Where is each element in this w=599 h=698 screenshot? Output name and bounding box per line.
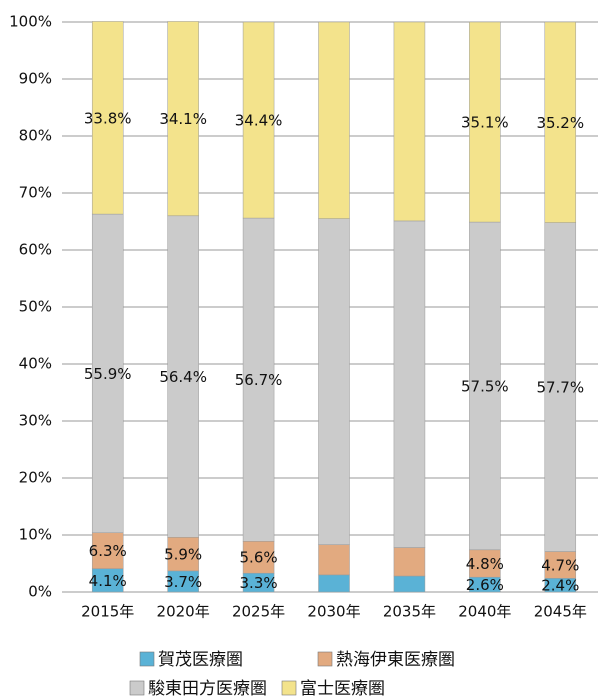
data-label: 57.5% <box>461 377 509 395</box>
data-label: 2.6% <box>466 576 504 594</box>
bar-segment <box>242 541 275 574</box>
data-label: 5.9% <box>164 546 202 564</box>
data-label: 57.7% <box>536 379 584 397</box>
data-label: 34.4% <box>235 112 283 130</box>
data-label: 3.7% <box>164 573 202 591</box>
bar-segment <box>393 220 426 548</box>
y-tick-label: 40% <box>19 355 52 373</box>
bar-segment <box>167 537 199 572</box>
y-tick-label: 0% <box>28 583 52 601</box>
legend-label: 富士医療圏 <box>300 679 385 698</box>
data-label: 35.2% <box>536 114 584 132</box>
data-label: 5.6% <box>240 549 278 567</box>
data-label: 34.1% <box>159 110 207 128</box>
data-label: 56.4% <box>159 368 207 386</box>
bar-segment <box>393 575 426 593</box>
bar-segment <box>544 551 577 579</box>
legend-swatch <box>129 680 145 696</box>
data-label: 4.8% <box>466 555 504 573</box>
x-tick-label: 2035年 <box>383 603 436 621</box>
y-tick-label: 50% <box>19 298 52 316</box>
bar-segment <box>91 532 124 569</box>
y-tick-label: 20% <box>19 469 52 487</box>
bar-segment <box>242 21 275 219</box>
x-tick-label: 2025年 <box>232 603 285 621</box>
bar-segment <box>91 21 124 215</box>
bar-segment <box>318 574 350 593</box>
legend-swatch <box>139 651 155 667</box>
y-tick-label: 60% <box>19 241 52 259</box>
x-tick-label: 2015年 <box>81 603 134 621</box>
bar-segment <box>544 21 577 223</box>
y-tick-label: 70% <box>19 184 52 202</box>
data-label: 35.1% <box>461 114 509 132</box>
data-label: 56.7% <box>235 371 283 389</box>
bar-segment <box>318 544 350 576</box>
x-tick-label: 2045年 <box>534 603 587 621</box>
bar-segment <box>318 21 350 219</box>
data-label: 6.3% <box>89 542 127 560</box>
legend-swatch <box>317 651 333 667</box>
legend-label: 熱海伊東医療圏 <box>336 650 455 670</box>
bar-segment <box>242 217 275 542</box>
bar-segment <box>469 549 501 578</box>
bar-segment <box>318 218 350 545</box>
legend-swatch <box>281 680 297 696</box>
bar-segment <box>393 21 426 222</box>
x-tick-label: 2040年 <box>458 603 511 621</box>
y-tick-label: 10% <box>19 526 52 544</box>
data-label: 4.7% <box>541 556 579 574</box>
bar-segment <box>91 213 124 533</box>
legend-label: 賀茂医療圏 <box>158 650 243 670</box>
x-tick-label: 2020年 <box>157 603 210 621</box>
bar-segment <box>167 21 199 217</box>
x-tick-label: 2030年 <box>307 603 360 621</box>
data-label: 2.4% <box>541 577 579 595</box>
y-tick-label: 30% <box>19 412 52 430</box>
data-label: 55.9% <box>84 365 132 383</box>
data-label: 3.3% <box>240 574 278 592</box>
bar-segment <box>544 222 577 552</box>
y-tick-label: 100% <box>9 13 52 31</box>
bar-segment <box>167 215 199 538</box>
data-label: 33.8% <box>84 109 132 127</box>
data-label: 4.1% <box>89 572 127 590</box>
legend-label: 駿東田方医療圏 <box>148 679 267 698</box>
y-tick-label: 80% <box>19 127 52 145</box>
bar-segment <box>393 547 426 577</box>
y-tick-label: 90% <box>19 70 52 88</box>
bar-segment <box>469 21 501 223</box>
